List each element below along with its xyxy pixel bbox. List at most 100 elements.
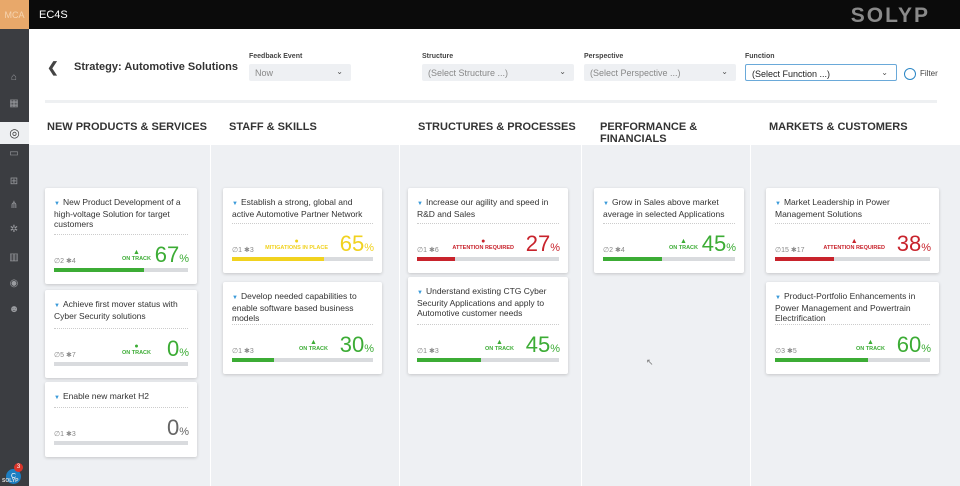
status-badge: ▲ ON TRACK: [122, 249, 151, 262]
objective-title: ▼ Establish a strong, global and active A…: [232, 197, 374, 219]
column-2: STRUCTURES & PROCESSES ▼ Increase our agil…: [400, 111, 581, 486]
grid-icon[interactable]: ▦: [9, 98, 19, 109]
item-count: 5: [792, 348, 797, 355]
objective-title-text: Establish a strong, global and active Au…: [232, 197, 363, 219]
feedback-event-select[interactable]: Now ⌄: [249, 64, 351, 81]
objective-title-text: Achieve first mover status with Cyber Se…: [54, 299, 178, 321]
link-icon: ∅: [54, 352, 61, 359]
status-label: ON TRACK: [121, 256, 151, 262]
network-icon[interactable]: ⋔: [9, 200, 19, 211]
progress-fill: [232, 358, 275, 362]
objective-card[interactable]: ▼ Achieve first mover status with Cyber S…: [45, 290, 197, 378]
user-avatar[interactable]: C: [6, 469, 21, 484]
divider: [417, 324, 559, 325]
divider: [54, 234, 188, 235]
objective-title-text: Increase our agility and speed in R&D an…: [417, 197, 549, 219]
status-label: MITIGATIONS IN PLACE: [265, 245, 328, 251]
perspective-label: Perspective: [584, 53, 624, 60]
top-bar: MCA EC4S SOLYP: [0, 0, 960, 29]
column-0: NEW PRODUCTS & SERVICES ▼ New Product Deve…: [29, 111, 210, 486]
percent-value: 60: [896, 332, 922, 357]
objective-card[interactable]: ▼ New Product Development of a high-volta…: [45, 188, 197, 284]
column-body: ▼ Market Leadership in Power Management S…: [751, 145, 960, 486]
sidebar-item-strategy[interactable]: ◎: [0, 122, 29, 144]
users-icon[interactable]: ☻: [8, 304, 20, 315]
asterisk-icon: ✱: [65, 352, 72, 359]
objective-card[interactable]: ▼ Understand existing CTG Cyber Security …: [408, 277, 568, 374]
progress-bar: [232, 358, 373, 362]
percent-value: 45: [525, 332, 551, 357]
location-icon[interactable]: ◉: [9, 278, 19, 289]
column-title: STAFF & SKILLS: [211, 111, 399, 145]
settings-icon[interactable]: ✲: [9, 224, 19, 235]
status-label: ON TRACK: [855, 346, 885, 352]
asterisk-icon: ✱: [790, 247, 797, 254]
status-label: ON TRACK: [668, 245, 698, 251]
progress-percent: 38%: [897, 233, 931, 259]
page-title: Strategy: Automotive Solutions: [74, 61, 238, 73]
asterisk-icon: ✱: [786, 348, 793, 355]
status-badge: ● ATTENTION REQUIRED: [452, 238, 514, 251]
objective-card[interactable]: ▼ Develop needed capabilities to enable s…: [223, 282, 382, 374]
objective-card[interactable]: ▼ Increase our agility and speed in R&D a…: [408, 188, 568, 273]
objective-card[interactable]: ▼ Establish a strong, global and active A…: [223, 188, 382, 273]
progress-percent: 27%: [526, 233, 560, 259]
perspective-select[interactable]: (Select Perspective ...) ⌄: [584, 64, 736, 81]
percent-sign: %: [179, 253, 189, 265]
filter-label[interactable]: Filter: [920, 69, 938, 78]
objective-card[interactable]: ▼ Grow in Sales above market average in s…: [594, 188, 744, 273]
divider: [603, 223, 735, 224]
notification-badge: 3: [14, 463, 23, 472]
home-icon[interactable]: ⌂: [10, 72, 18, 83]
status-icon: ▲: [680, 238, 687, 245]
company-logo[interactable]: MCA: [0, 0, 29, 29]
objective-card[interactable]: ▼ Enable new market H2 ∅1 ✱3 0%: [45, 382, 197, 457]
building-icon[interactable]: ▥: [9, 252, 19, 263]
divider: [45, 100, 937, 103]
status-label: ON TRACK: [484, 346, 514, 352]
function-value: (Select Function ...): [752, 69, 831, 79]
percent-value: 30: [339, 332, 365, 357]
asterisk-icon: ✱: [243, 247, 250, 254]
objective-title: ▼ Achieve first mover status with Cyber S…: [54, 299, 189, 321]
objective-card[interactable]: ▼ Market Leadership in Power Management S…: [766, 188, 939, 273]
status-label: ON TRACK: [121, 350, 151, 356]
structure-select[interactable]: (Select Structure ...) ⌄: [422, 64, 574, 81]
filter-toggle[interactable]: [904, 68, 916, 80]
back-icon[interactable]: ❮: [47, 59, 59, 75]
percent-value: 27: [525, 231, 551, 256]
percent-sign: %: [364, 343, 374, 355]
function-select[interactable]: (Select Function ...) ⌄: [745, 64, 897, 81]
status-label: ATTENTION REQUIRED: [823, 245, 885, 251]
item-count: 3: [249, 247, 254, 254]
progress-bar: [54, 268, 188, 272]
feedback-event-label: Feedback Event: [249, 53, 303, 60]
mouse-cursor-icon: ↖: [646, 357, 654, 367]
expand-icon: ▼: [417, 201, 423, 207]
org-chart-icon[interactable]: ⊞: [9, 176, 19, 187]
status-icon: ▲: [496, 339, 503, 346]
objective-title-text: New Product Development of a high-voltag…: [54, 197, 181, 229]
objective-title: ▼ Grow in Sales above market average in s…: [603, 197, 736, 219]
objective-title: ▼ Enable new market H2: [54, 391, 189, 403]
percent-value: 65: [339, 231, 365, 256]
status-icon: ▲: [133, 249, 140, 256]
filter-bar: ❮ Strategy: Automotive Solutions Feedbac…: [29, 29, 960, 109]
item-count: 3: [434, 348, 439, 355]
presentation-icon[interactable]: ▭: [9, 148, 19, 159]
objective-title: ▼ Market Leadership in Power Management S…: [775, 197, 931, 219]
objective-title-text: Enable new market H2: [62, 391, 149, 401]
progress-percent: 60%: [897, 334, 931, 360]
objective-meta: ∅1 ✱3: [417, 347, 439, 355]
column-title: STRUCTURES & PROCESSES: [400, 111, 581, 145]
column-4: MARKETS & CUSTOMERS ▼ Market Leadership in…: [751, 111, 960, 486]
objective-meta: ∅2 ✱4: [54, 257, 76, 265]
item-count: 7: [71, 352, 76, 359]
progress-fill: [603, 257, 663, 261]
objective-title: ▼ Product-Portfolio Enhancements in Power…: [775, 291, 931, 323]
divider: [775, 223, 930, 224]
objective-title: ▼ New Product Development of a high-volta…: [54, 197, 189, 229]
objective-card[interactable]: ▼ Product-Portfolio Enhancements in Power…: [766, 282, 939, 374]
objective-title-text: Product-Portfolio Enhancements in Power …: [775, 291, 916, 323]
link-icon: ∅: [417, 348, 424, 355]
